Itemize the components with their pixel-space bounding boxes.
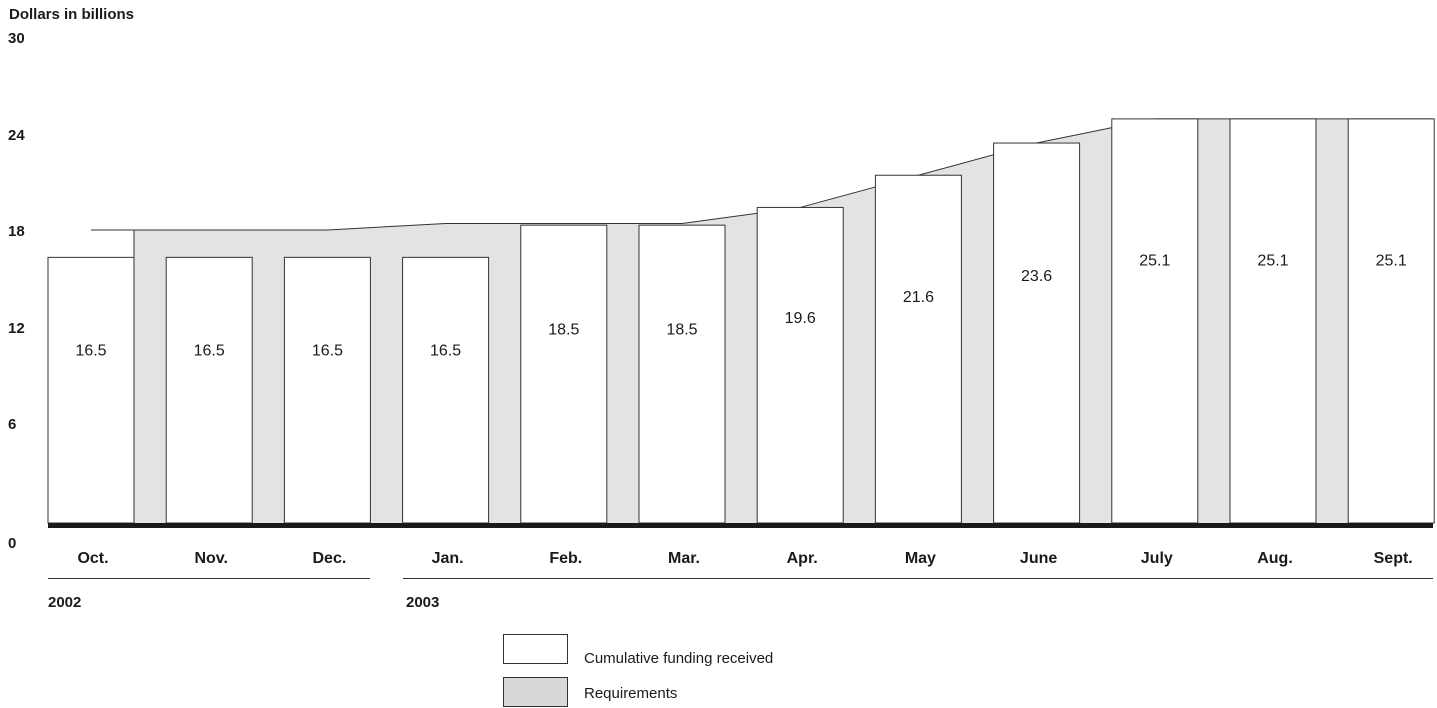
bar-value-label-10: 25.1: [1257, 252, 1288, 269]
year-2003-line: [403, 578, 1433, 579]
y-tick-label: 30: [8, 30, 25, 47]
bar-8: [993, 142, 1081, 524]
x-tick-label: July: [1140, 550, 1173, 567]
bar-4: [520, 224, 608, 524]
x-axis-baseline: [48, 523, 1433, 528]
x-tick-label: Dec.: [312, 550, 347, 567]
y-tick-label: 24: [8, 126, 25, 144]
x-tick-label: Feb.: [549, 550, 583, 567]
bar-7: [874, 174, 962, 524]
y-tick-label: 6: [8, 416, 17, 434]
legend-label-requirements: Requirements: [584, 685, 678, 702]
funding-bars: 16.5 16.5 16.5 16.5 18.5 18.5 19.6 21.6 23.6 25.1…: [47, 118, 1435, 524]
x-tick-label: June: [1019, 550, 1058, 567]
bar-9: [1111, 118, 1199, 524]
x-tick-label: Jan.: [431, 550, 464, 567]
x-tick-label: Sept.: [1373, 550, 1413, 567]
legend-label-funding: Cumulative funding received: [584, 650, 774, 667]
x-tick-label: Mar.: [667, 550, 700, 567]
year-2002-line: [48, 578, 370, 579]
bar-value-label-6: 19.6: [785, 310, 816, 327]
x-tick-label: Apr.: [786, 550, 818, 567]
legend-swatch-requirements: [503, 677, 568, 707]
bar-value-label-7: 21.6: [903, 289, 934, 306]
bar-3: [402, 256, 490, 524]
y-tick-label: 0: [8, 535, 17, 552]
x-tick-label: Aug.: [1257, 550, 1293, 567]
bar-value-label-2: 16.5: [312, 342, 343, 359]
bar-2: [283, 256, 371, 524]
year-2002-label: 2002: [48, 594, 82, 611]
x-tick-label: Oct.: [77, 550, 109, 567]
bar-value-label-11: 25.1: [1376, 252, 1407, 269]
y-tick-label: 18: [8, 223, 25, 241]
year-2003-label: 2003: [406, 594, 440, 611]
bar-6: [756, 206, 844, 524]
bar-value-label-1: 16.5: [194, 342, 225, 359]
bar-5: [638, 224, 726, 524]
bar-11: [1347, 118, 1435, 524]
bar-value-label-5: 18.5: [666, 321, 697, 338]
x-tick-label: Nov.: [194, 550, 228, 567]
bar-value-label-8: 23.6: [1021, 268, 1052, 285]
legend-swatch-funding: [503, 634, 568, 664]
y-axis-title: Dollars in billions: [9, 6, 135, 23]
bar-value-label-9: 25.1: [1139, 252, 1170, 269]
bar-value-label-4: 18.5: [548, 321, 579, 338]
x-tick-label: May: [904, 550, 936, 567]
bar-10: [1229, 118, 1317, 524]
bar-1: [165, 256, 253, 524]
y-tick-label: 12: [8, 319, 25, 337]
bar-0: [47, 256, 135, 524]
bar-value-label-3: 16.5: [430, 342, 461, 359]
bar-value-label-0: 16.5: [75, 342, 106, 359]
